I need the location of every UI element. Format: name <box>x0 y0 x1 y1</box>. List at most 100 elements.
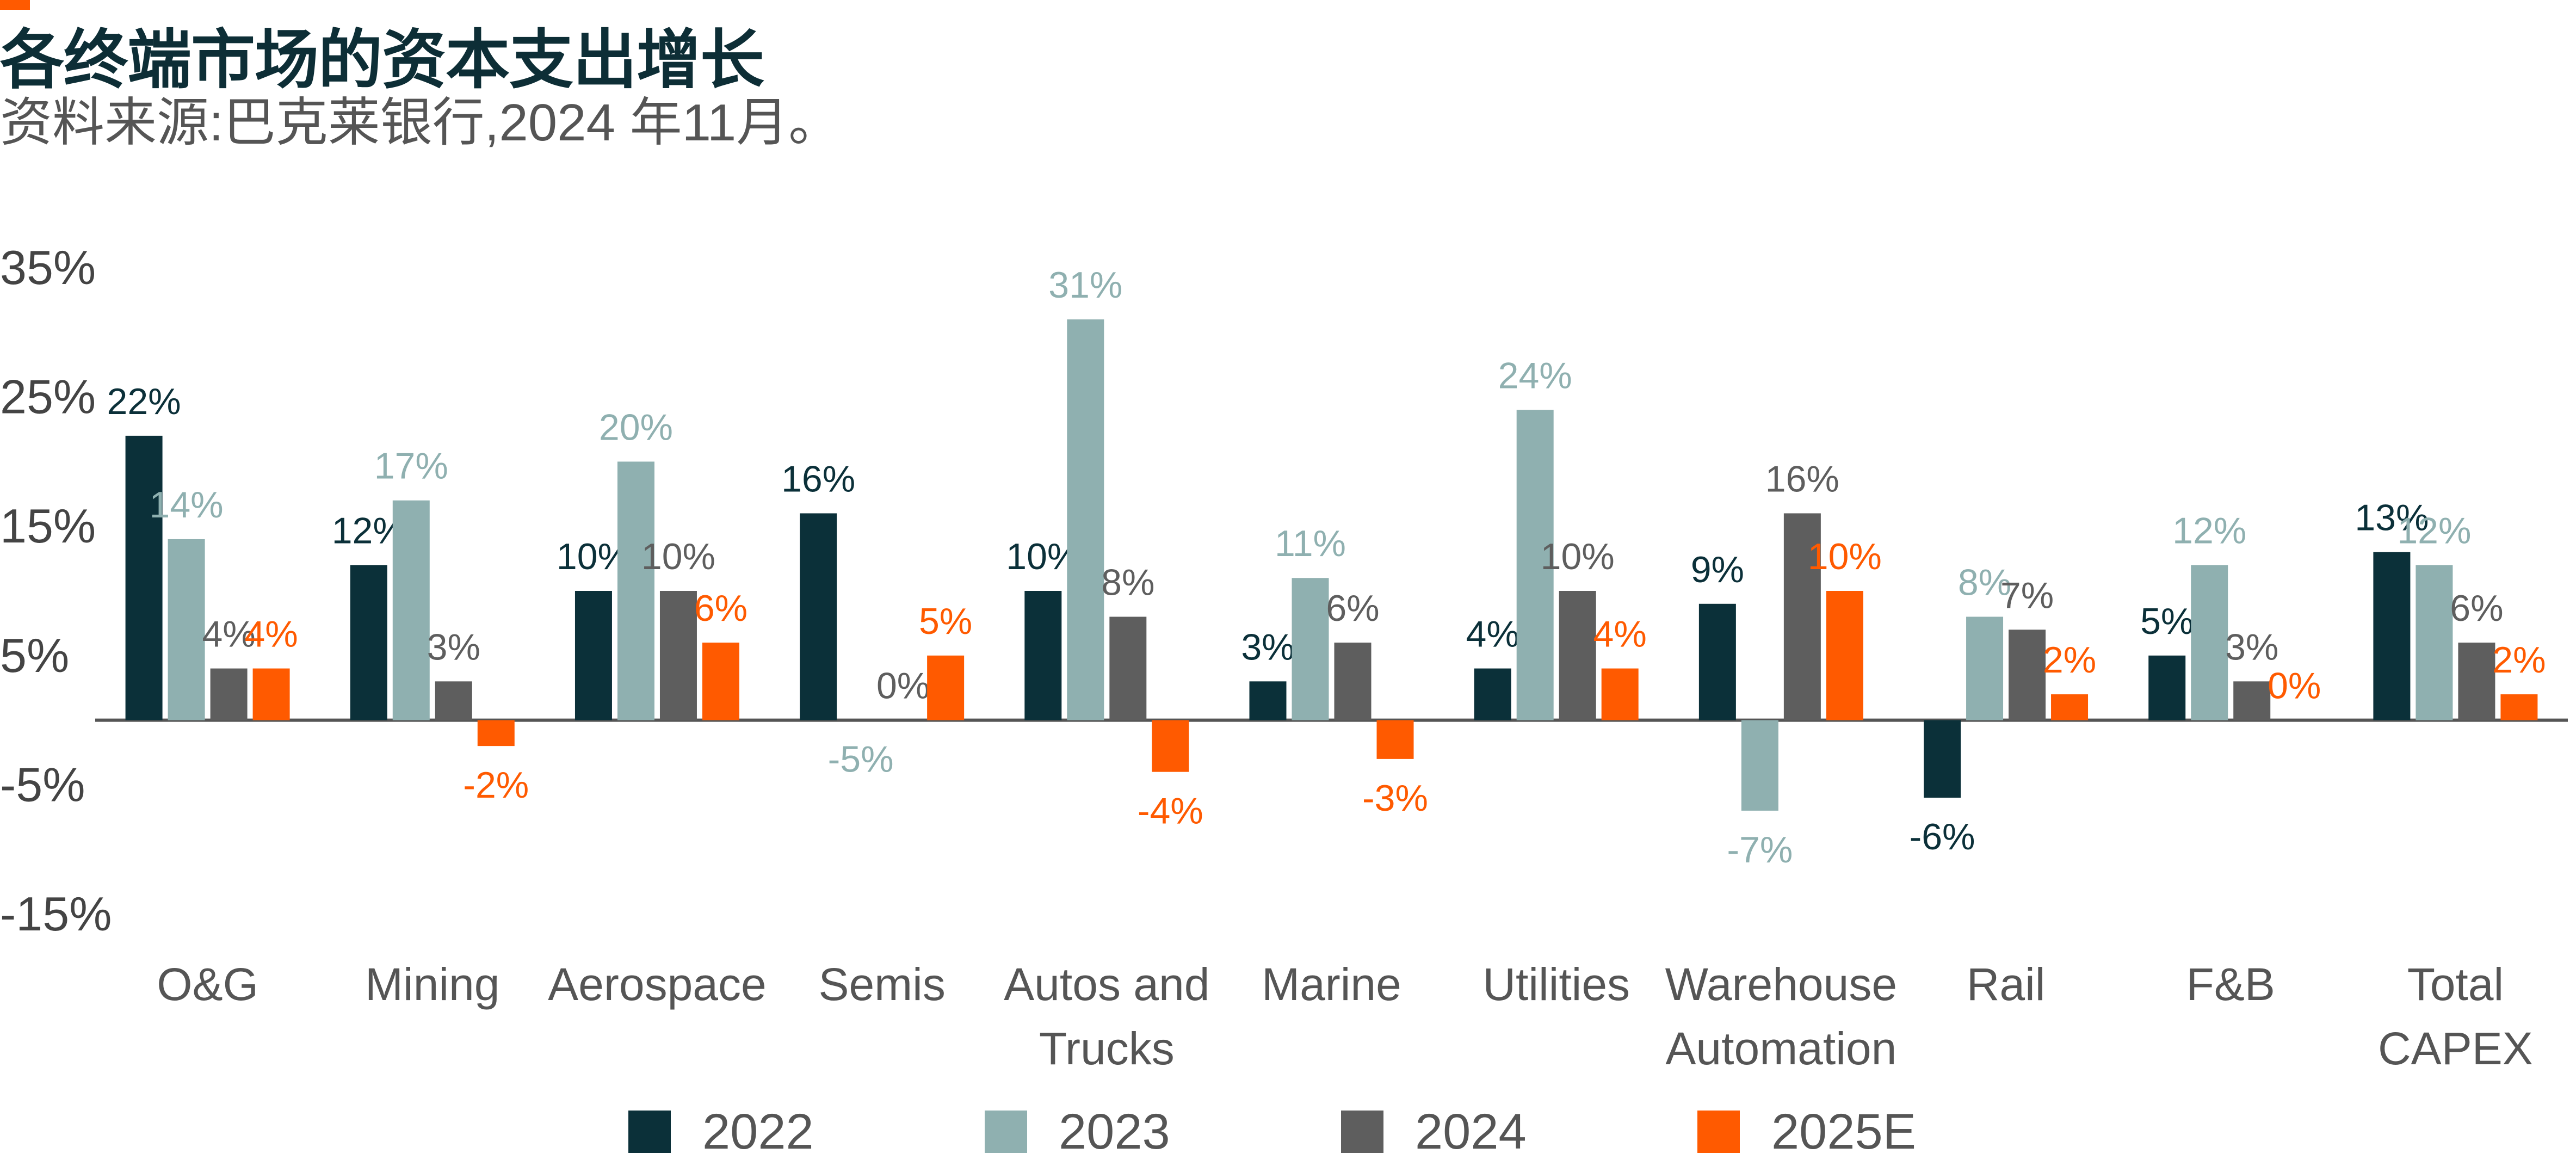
legend-label-2025e: 2025E <box>1771 1103 1917 1159</box>
x-tick-label: Aerospace <box>548 959 767 1010</box>
data-label-2023-5: 11% <box>1275 523 1346 564</box>
x-tick-label: Semis <box>818 959 945 1010</box>
legend-swatch-2023 <box>985 1111 1027 1153</box>
x-tick-label: Total <box>2407 959 2504 1010</box>
bar-2025e-2 <box>702 643 739 720</box>
data-label-2025e-6: 4% <box>1593 614 1647 655</box>
bar-2024-2 <box>659 591 697 720</box>
data-label-2023-7: -7% <box>1727 829 1793 871</box>
legend-swatch-2022 <box>628 1111 671 1153</box>
title-accent-bar <box>0 0 30 10</box>
data-label-2022-10: 13% <box>2355 497 2429 539</box>
data-label-2025e-0: 4% <box>244 614 298 655</box>
bar-2025e-7 <box>1826 591 1863 720</box>
bar-2025e-5 <box>1376 720 1414 759</box>
data-label-2025e-4: -4% <box>1138 791 1203 832</box>
x-tick-label: Marine <box>1262 959 1401 1010</box>
legend-swatch-2025e <box>1697 1111 1740 1153</box>
data-label-2025e-8: 2% <box>2043 639 2096 681</box>
data-label-2025e-3: 5% <box>919 601 972 642</box>
data-label-2022-0: 22% <box>107 381 181 422</box>
chart-source-note: 资料来源:巴克莱银行,2024 年11月。 <box>0 94 841 152</box>
bar-2022-2 <box>574 591 612 720</box>
bar-2022-4 <box>1024 591 1062 720</box>
legend-item-2024: 2024 <box>1341 1103 1527 1159</box>
legend-label-2023: 2023 <box>1059 1103 1170 1159</box>
data-label-2023-10: 12% <box>2397 510 2471 551</box>
y-tick-label: -15% <box>0 887 112 941</box>
bar-2023-6 <box>1516 410 1554 720</box>
y-tick-label: 5% <box>0 628 69 682</box>
data-label-2023-0: 14% <box>150 484 224 526</box>
legend-label-2022: 2022 <box>702 1103 814 1159</box>
data-label-2025e-5: -3% <box>1362 778 1428 819</box>
y-tick-label: 15% <box>0 499 96 553</box>
x-tick-label: Utilities <box>1482 959 1630 1010</box>
y-tick-label: 35% <box>0 240 96 294</box>
bar-2023-4 <box>1067 319 1104 720</box>
bar-2025e-0 <box>252 668 290 720</box>
data-label-2022-9: 5% <box>2140 601 2194 642</box>
bar-2024-5 <box>1334 643 1372 720</box>
legend-item-2022: 2022 <box>628 1103 814 1159</box>
x-tick-label: Trucks <box>1039 1023 1175 1074</box>
data-label-2022-8: -6% <box>1910 816 1975 858</box>
data-label-2024-10: 6% <box>2450 588 2503 629</box>
bar-2024-8 <box>2009 630 2046 720</box>
data-label-2024-0: 4% <box>202 614 255 655</box>
data-label-2024-6: 10% <box>1541 536 1615 577</box>
bar-2024-10 <box>2458 643 2495 720</box>
data-label-2024-2: 10% <box>641 536 715 577</box>
data-label-2024-1: 3% <box>427 626 480 668</box>
bar-2024-6 <box>1559 591 1596 720</box>
bar-2025e-10 <box>2500 694 2538 720</box>
bar-2023-10 <box>2416 565 2453 720</box>
data-label-2024-4: 8% <box>1101 562 1154 603</box>
data-label-2023-3: -5% <box>828 739 894 780</box>
bar-2024-1 <box>435 681 472 720</box>
data-label-2022-7: 9% <box>1691 549 1744 590</box>
x-tick-label: O&G <box>157 959 258 1010</box>
data-label-2024-8: 7% <box>2000 575 2054 616</box>
data-label-2024-7: 16% <box>1765 458 1839 499</box>
bar-2023-0 <box>168 539 205 720</box>
bar-2024-4 <box>1109 616 1147 720</box>
data-label-2023-6: 24% <box>1498 355 1572 396</box>
bar-2022-3 <box>800 513 837 720</box>
x-tick-label: Autos and <box>1004 959 1209 1010</box>
bar-2025e-6 <box>1601 668 1639 720</box>
bar-2022-7 <box>1698 603 1736 720</box>
data-label-2022-3: 16% <box>781 458 855 499</box>
bar-2023-9 <box>2191 565 2228 720</box>
data-label-2025e-7: 10% <box>1808 536 1882 577</box>
data-label-2025e-2: 6% <box>694 588 748 629</box>
bar-2022-10 <box>2373 552 2411 720</box>
data-label-2023-4: 31% <box>1048 264 1122 306</box>
bar-2022-1 <box>350 565 387 720</box>
chart-legend: 2022 2023 2024 2025E <box>0 1103 2576 1159</box>
y-tick-label: -5% <box>0 757 85 811</box>
data-label-2023-9: 12% <box>2172 510 2246 551</box>
legend-item-2023: 2023 <box>985 1103 1170 1159</box>
bar-2023-2 <box>617 461 654 720</box>
bar-2025e-4 <box>1152 720 1189 772</box>
legend-label-2024: 2024 <box>1415 1103 1527 1159</box>
chart-title: 各终端市场的资本支出增长 <box>0 24 764 96</box>
data-label-2025e-10: 2% <box>2492 639 2546 681</box>
bar-2023-7 <box>1741 720 1778 811</box>
x-tick-label: F&B <box>2186 959 2275 1010</box>
data-label-2022-6: 4% <box>1466 614 1519 655</box>
bar-2024-7 <box>1783 513 1821 720</box>
bar-2022-0 <box>125 435 163 720</box>
data-label-2025e-1: -2% <box>463 764 529 806</box>
data-label-2023-1: 17% <box>374 446 448 487</box>
data-label-2023-2: 20% <box>599 406 673 448</box>
data-label-2024-9: 3% <box>2225 626 2278 668</box>
bar-2022-6 <box>1474 668 1511 720</box>
x-tick-label: Rail <box>1967 959 2046 1010</box>
y-tick-label: 25% <box>0 370 96 424</box>
bar-2022-8 <box>1924 720 1961 798</box>
x-tick-label: CAPEX <box>2378 1023 2533 1074</box>
legend-item-2025e: 2025E <box>1697 1103 1917 1159</box>
